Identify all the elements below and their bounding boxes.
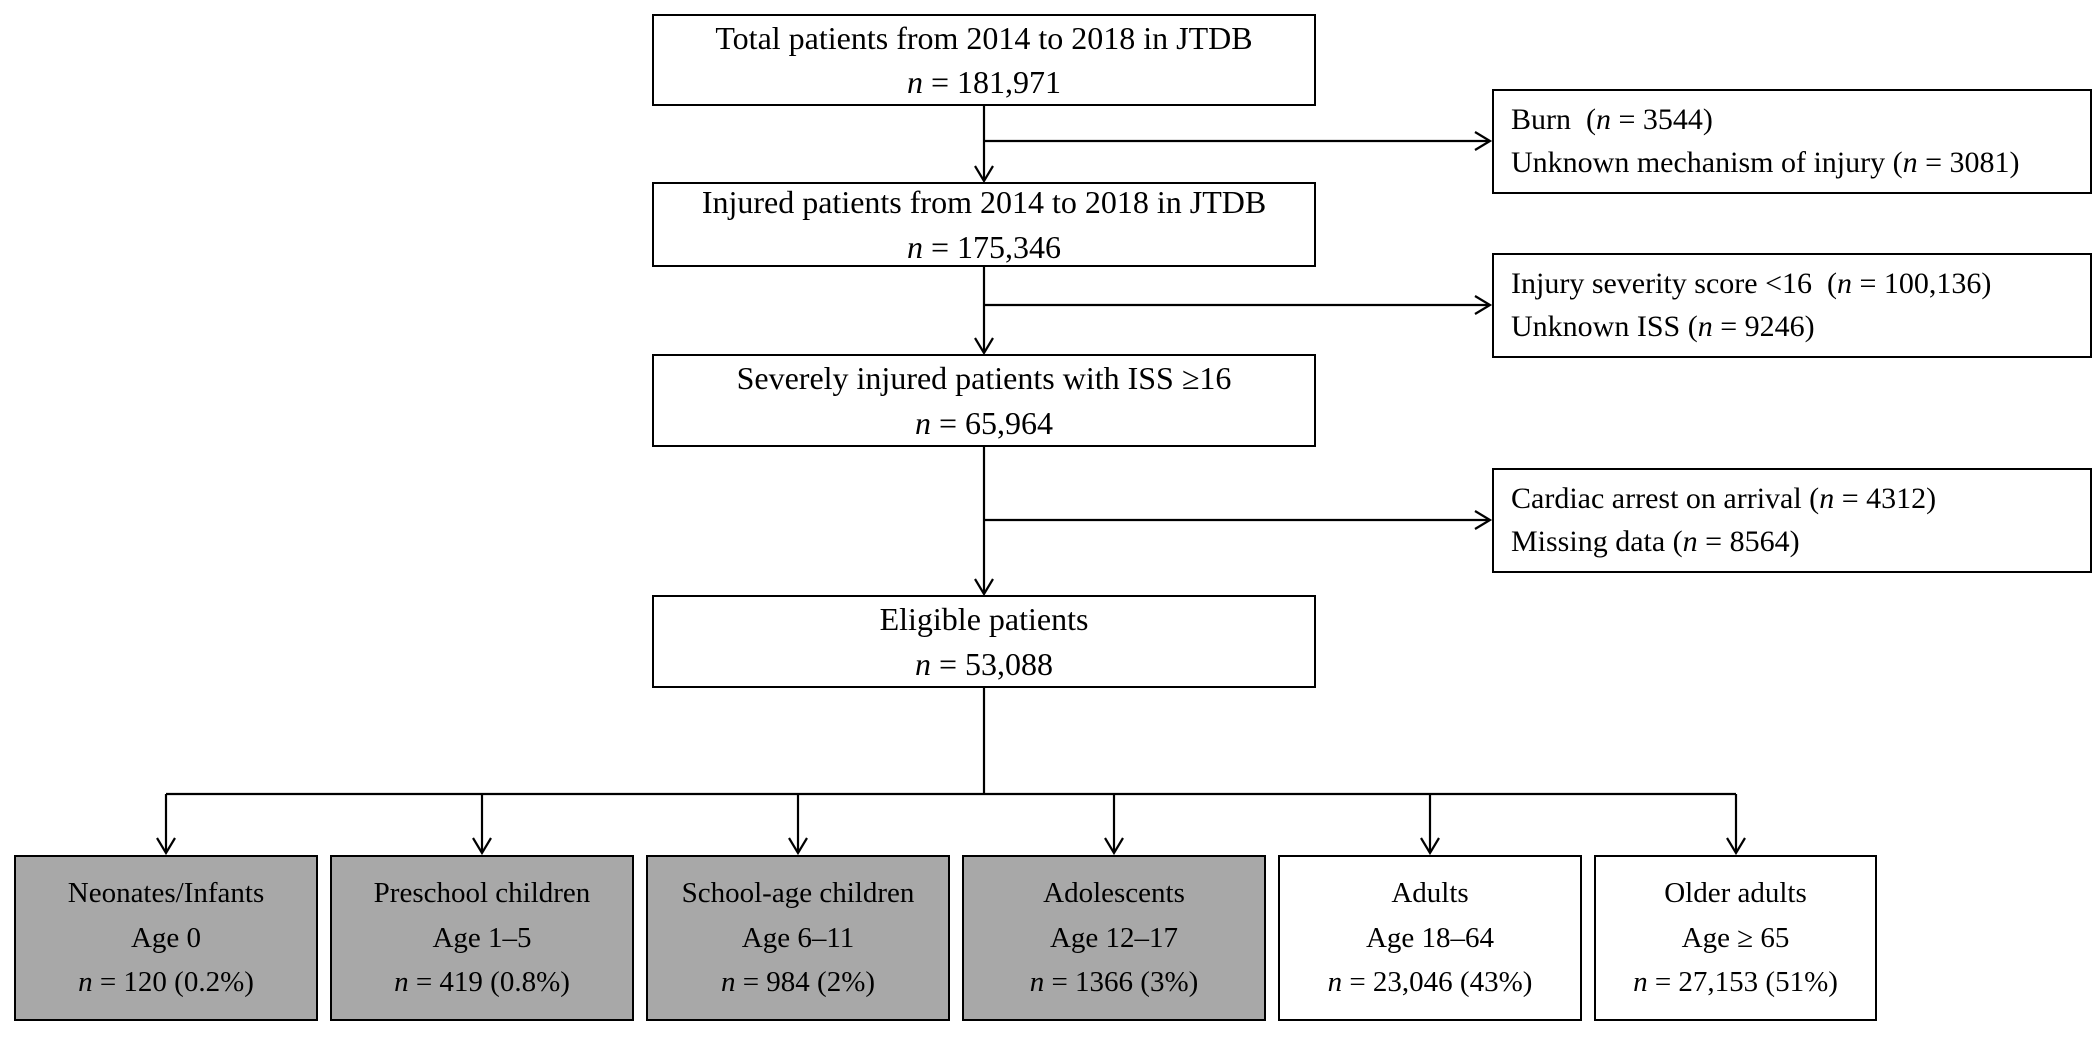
- arrowhead-drop-adults: [1420, 837, 1440, 856]
- box-title: Severely injured patients with ISS ≥16: [736, 360, 1232, 397]
- age-group-box-older-adults: Older adults Age ≥ 65 n = 27,153 (51%): [1594, 855, 1877, 1021]
- flow-box-total-patients: Total patients from 2014 to 2018 in JTDB…: [652, 14, 1316, 106]
- exclusion-line: Cardiac arrest on arrival (n = 4312): [1511, 481, 1937, 515]
- box-title: Injured patients from 2014 to 2018 in JT…: [701, 184, 1267, 221]
- age-group-range: Age 18–64: [1365, 921, 1495, 954]
- age-group-title: Older adults: [1664, 876, 1807, 909]
- age-group-count: n = 23,046 (43%): [1327, 966, 1533, 999]
- age-group-title: Preschool children: [373, 876, 591, 909]
- arrowhead-drop-neonates: [156, 837, 176, 856]
- age-group-count: n = 27,153 (51%): [1633, 966, 1838, 999]
- age-group-range: Age 1–5: [432, 921, 532, 954]
- age-group-box-neonates-infants: Neonates/Infants Age 0 n = 120 (0.2%): [14, 855, 318, 1021]
- exclusion-box-burn-unknown-mechanism: Burn (n = 3544) Unknown mechanism of inj…: [1492, 89, 2092, 194]
- exclusion-box-cardiac-arrest-missing-data: Cardiac arrest on arrival (n = 4312) Mis…: [1492, 468, 2092, 573]
- box-count: n = 53,088: [914, 645, 1054, 682]
- box-title: Total patients from 2014 to 2018 in JTDB: [715, 19, 1253, 56]
- flow-box-injured-patients: Injured patients from 2014 to 2018 in JT…: [652, 182, 1316, 267]
- age-group-range: Age ≥ 65: [1681, 921, 1790, 954]
- age-group-box-preschool-children: Preschool children Age 1–5 n = 419 (0.8%…: [330, 855, 634, 1021]
- age-group-title: Adolescents: [1043, 876, 1185, 909]
- flow-box-eligible-patients: Eligible patients n = 53,088: [652, 595, 1316, 688]
- age-group-count: n = 984 (2%): [720, 966, 876, 999]
- flow-box-severely-injured: Severely injured patients with ISS ≥16 n…: [652, 354, 1316, 447]
- age-group-title: School-age children: [681, 876, 915, 909]
- arrowhead-exclusion-2: [1474, 295, 1493, 315]
- exclusion-line: Injury severity score <16 (n = 100,136): [1511, 266, 1992, 300]
- arrowhead-exclusion-1: [1474, 131, 1493, 151]
- age-group-range: Age 12–17: [1049, 921, 1179, 954]
- box-count: n = 181,971: [906, 64, 1062, 100]
- exclusion-box-low-iss-unknown-iss: Injury severity score <16 (n = 100,136) …: [1492, 253, 2092, 358]
- box-title: Eligible patients: [879, 601, 1089, 638]
- arrowhead-severe-to-eligible: [974, 578, 994, 597]
- age-group-box-school-age-children: School-age children Age 6–11 n = 984 (2%…: [646, 855, 950, 1021]
- age-group-count: n = 120 (0.2%): [78, 966, 254, 999]
- age-group-title: Adults: [1391, 876, 1469, 909]
- age-group-box-adolescents: Adolescents Age 12–17 n = 1366 (3%): [962, 855, 1266, 1021]
- box-count: n = 175,346: [906, 228, 1062, 265]
- arrowhead-drop-older-adults: [1726, 837, 1746, 856]
- arrowhead-exclusion-3: [1474, 510, 1493, 530]
- exclusion-line: Burn (n = 3544): [1511, 102, 1713, 136]
- exclusion-line: Missing data (n = 8564): [1511, 524, 1800, 558]
- arrowhead-drop-schoolage: [788, 837, 808, 856]
- arrowhead-drop-adolescents: [1104, 837, 1124, 856]
- exclusion-line: Unknown ISS (n = 9246): [1511, 309, 1815, 343]
- arrowhead-total-to-injured: [974, 165, 994, 184]
- age-group-range: Age 0: [130, 921, 202, 954]
- arrowhead-injured-to-severe: [974, 337, 994, 356]
- age-group-box-adults: Adults Age 18–64 n = 23,046 (43%): [1278, 855, 1582, 1021]
- exclusion-line: Unknown mechanism of injury (n = 3081): [1511, 145, 2020, 179]
- box-count: n = 65,964: [914, 404, 1054, 441]
- age-group-range: Age 6–11: [741, 921, 855, 954]
- age-group-count: n = 1366 (3%): [1029, 966, 1199, 999]
- arrowhead-drop-preschool: [472, 837, 492, 856]
- age-group-title: Neonates/Infants: [67, 876, 265, 909]
- age-group-count: n = 419 (0.8%): [394, 966, 570, 999]
